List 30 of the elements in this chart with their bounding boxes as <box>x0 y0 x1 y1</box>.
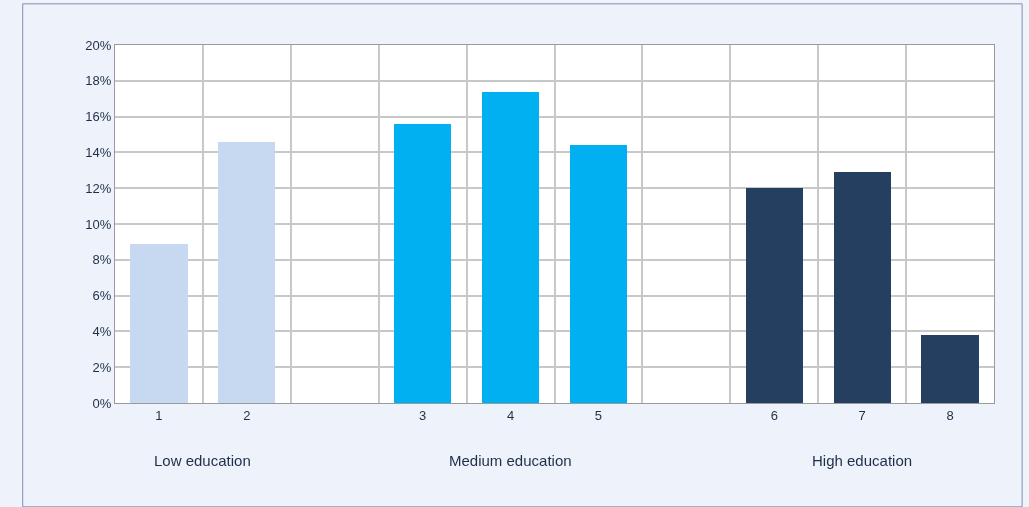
y-tick-label: 10% <box>85 216 112 232</box>
y-tick-label: 20% <box>85 37 112 53</box>
bar <box>834 172 891 403</box>
y-tick-label: 6% <box>92 288 112 304</box>
bar <box>921 335 979 403</box>
y-tick-label: 14% <box>85 144 112 160</box>
text: Medium education <box>449 452 572 469</box>
x-tick-label: 7 <box>858 407 866 423</box>
x-tick-label: 2 <box>243 407 251 423</box>
x-tick-label: 3 <box>419 407 427 423</box>
x-tick-label: 8 <box>946 407 954 423</box>
y-tick-label: 0% <box>92 395 112 411</box>
text: Low education <box>154 452 251 469</box>
x-tick-label: 5 <box>594 407 603 423</box>
bar <box>746 188 803 403</box>
bar <box>570 145 627 403</box>
x-tick-label: 6 <box>770 407 778 423</box>
bar <box>218 142 275 403</box>
x-tick-label: 4 <box>506 407 515 423</box>
y-tick-label: 16% <box>85 109 112 125</box>
text: High education <box>812 452 913 469</box>
bar <box>394 124 451 403</box>
y-tick-label: 18% <box>85 73 112 89</box>
y-tick-label: 12% <box>85 180 112 196</box>
y-tick-label: 4% <box>92 323 112 339</box>
y-tick-label: 2% <box>92 359 112 375</box>
y-tick-label: 8% <box>92 252 112 268</box>
x-tick-label: 1 <box>155 407 163 423</box>
bar <box>482 92 539 403</box>
bar <box>130 244 188 403</box>
